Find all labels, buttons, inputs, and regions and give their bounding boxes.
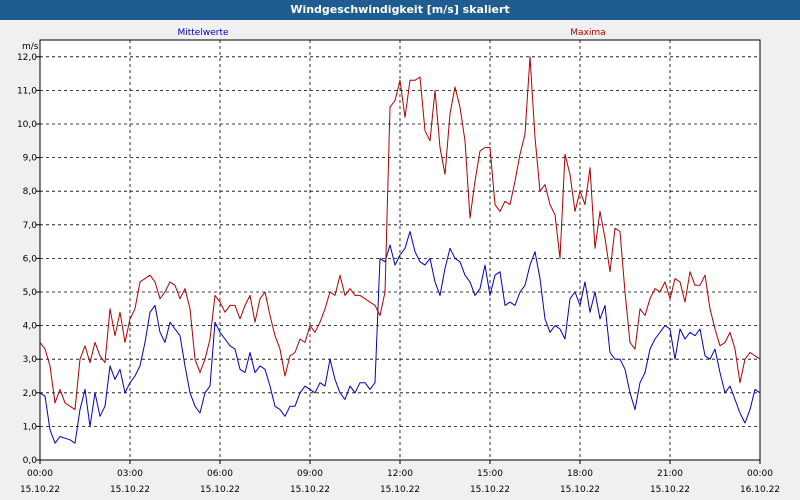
y-tick-label: 8,0 <box>23 187 38 197</box>
series-line-mittelwerte <box>39 231 761 444</box>
x-tick-time: 12:00 <box>387 469 413 479</box>
x-tick-date: 15.10.22 <box>290 485 330 495</box>
y-tick-label: 4,0 <box>23 322 38 332</box>
x-tick-date: 15.10.22 <box>200 485 240 495</box>
x-tick-time: 21:00 <box>657 469 683 479</box>
x-tick-date: 15.10.22 <box>380 485 420 495</box>
y-axis-label: m/s <box>22 42 39 52</box>
grid <box>40 40 760 460</box>
x-tick-time: 18:00 <box>567 469 593 479</box>
y-tick-label: 6,0 <box>23 254 38 264</box>
y-tick-label: 10,0 <box>17 120 37 130</box>
y-tick-label: 1,0 <box>23 422 38 432</box>
x-tick-time: 00:00 <box>27 469 53 479</box>
x-tick-date: 15.10.22 <box>110 485 150 495</box>
x-tick-date: 15.10.22 <box>560 485 600 495</box>
y-tick-label: 7,0 <box>23 221 38 231</box>
x-tick-date: 15.10.22 <box>650 485 690 495</box>
y-tick-label: 11,0 <box>17 86 37 96</box>
x-tick-date: 15.10.22 <box>20 485 60 495</box>
y-tick-label: 0,0 <box>23 456 38 466</box>
y-tick-label: 9,0 <box>23 154 38 164</box>
y-tick-label: 12,0 <box>17 53 37 63</box>
x-tick-time: 15:00 <box>477 469 503 479</box>
y-axis: 0,0 1,0 2,0 3,0 4,0 5,0 6,0 7,0 8,0 9,0 10,0 11,0 12… <box>17 53 40 466</box>
x-tick-time: 00:00 <box>747 469 773 479</box>
x-tick-date: 15.10.22 <box>470 485 510 495</box>
y-tick-label: 2,0 <box>23 389 38 399</box>
x-tick-date: 16.10.22 <box>740 485 780 495</box>
x-axis: 00:00 15.10.22 03:00 15.10.22 06:00 15.10.22 0… <box>20 460 780 495</box>
series-lines <box>39 56 761 444</box>
x-tick-time: 09:00 <box>297 469 323 479</box>
legend-mittelwerte: Mittelwerte <box>177 28 228 38</box>
chart: 0,0 1,0 2,0 3,0 4,0 5,0 6,0 7,0 8,0 9,0 10,0 11,0 12… <box>0 20 800 500</box>
x-tick-time: 06:00 <box>207 469 233 479</box>
x-tick-time: 03:00 <box>117 469 143 479</box>
series-line-maxima <box>39 56 761 411</box>
legend-maxima: Maxima <box>570 28 605 38</box>
y-tick-label: 3,0 <box>23 355 38 365</box>
y-tick-label: 5,0 <box>23 288 38 298</box>
chart-title: Windgeschwindigkeit [m/s] skaliert <box>0 0 800 20</box>
